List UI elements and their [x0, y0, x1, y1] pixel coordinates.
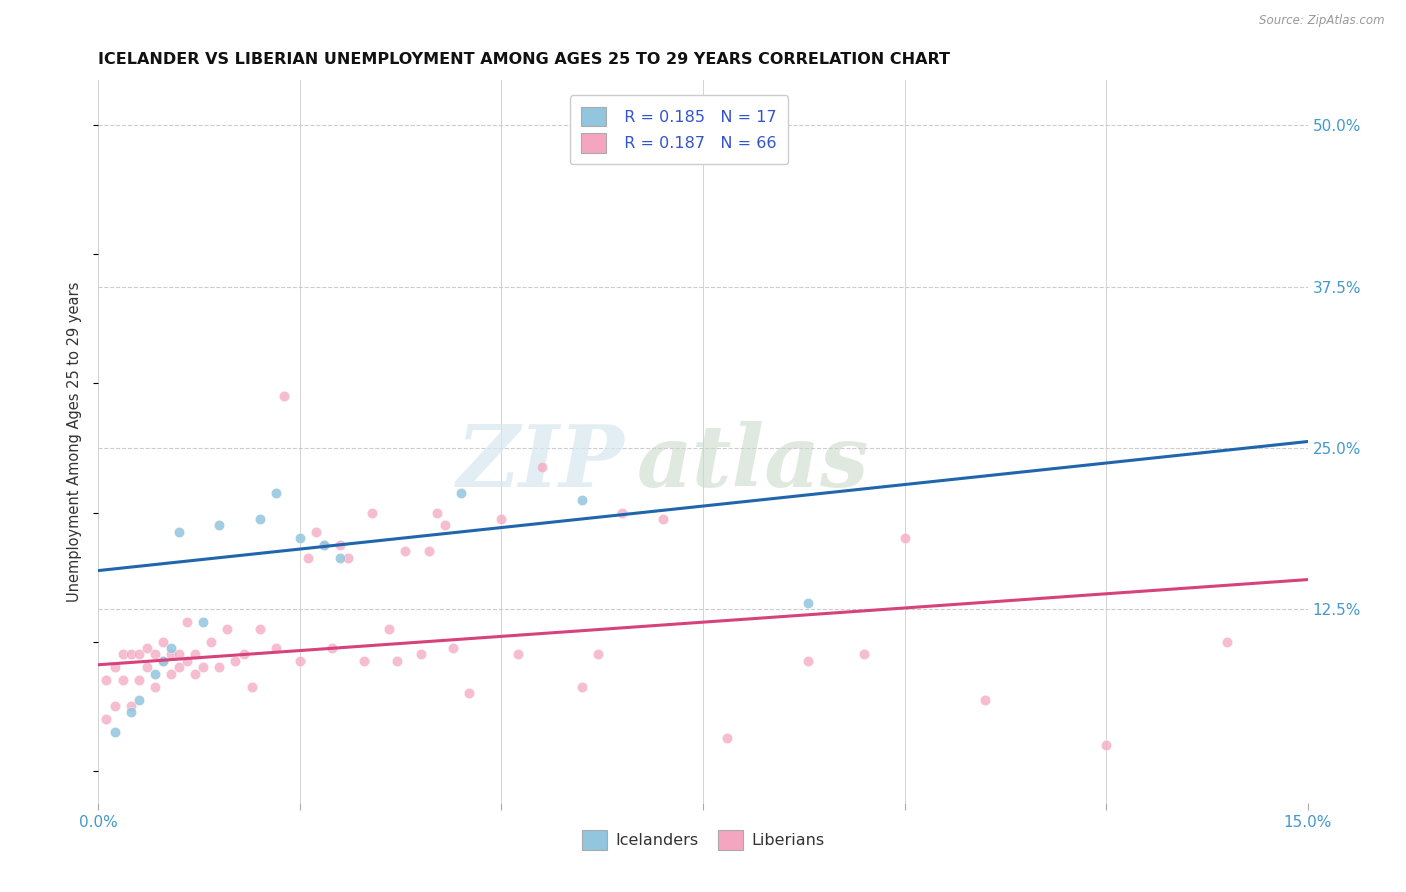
Point	[974, 692, 997, 706]
Point	[651, 512, 673, 526]
Point	[167, 648, 190, 662]
Point	[797, 596, 820, 610]
Point	[103, 699, 125, 714]
Point	[377, 622, 399, 636]
Point	[160, 640, 183, 655]
Point	[120, 648, 142, 662]
Point	[409, 648, 432, 662]
Point	[111, 648, 134, 662]
Point	[240, 680, 263, 694]
Point	[128, 648, 150, 662]
Point	[586, 648, 609, 662]
Point	[224, 654, 246, 668]
Point	[152, 634, 174, 648]
Point	[612, 506, 634, 520]
Point	[208, 518, 231, 533]
Point	[716, 731, 738, 746]
Point	[135, 640, 157, 655]
Text: Source: ZipAtlas.com: Source: ZipAtlas.com	[1260, 14, 1385, 28]
Point	[441, 640, 464, 655]
Point	[506, 648, 529, 662]
Point	[135, 660, 157, 674]
Point	[184, 666, 207, 681]
Point	[200, 634, 222, 648]
Point	[120, 706, 142, 720]
Point	[176, 654, 198, 668]
Point	[217, 622, 239, 636]
Point	[571, 680, 593, 694]
Point	[249, 622, 271, 636]
Point	[288, 654, 311, 668]
Point	[143, 648, 166, 662]
Point	[264, 640, 287, 655]
Point	[143, 666, 166, 681]
Point	[167, 524, 190, 539]
Point	[314, 538, 336, 552]
Point	[288, 531, 311, 545]
Point	[530, 460, 553, 475]
Point	[458, 686, 481, 700]
Point	[176, 615, 198, 630]
Point	[571, 492, 593, 507]
Point	[193, 660, 215, 674]
Point	[160, 666, 183, 681]
Point	[167, 660, 190, 674]
Text: ZIP: ZIP	[457, 421, 624, 505]
Point	[426, 506, 449, 520]
Point	[96, 673, 118, 688]
Point	[385, 654, 408, 668]
Point	[152, 654, 174, 668]
Point	[434, 518, 457, 533]
Point	[184, 648, 207, 662]
Point	[103, 724, 125, 739]
Point	[111, 673, 134, 688]
Point	[314, 538, 336, 552]
Point	[1216, 634, 1239, 648]
Point	[297, 550, 319, 565]
Point	[264, 486, 287, 500]
Point	[353, 654, 375, 668]
Point	[337, 550, 360, 565]
Point	[128, 692, 150, 706]
Point	[152, 654, 174, 668]
Legend: Icelanders, Liberians: Icelanders, Liberians	[575, 824, 831, 856]
Text: atlas: atlas	[637, 421, 869, 505]
Point	[103, 660, 125, 674]
Point	[797, 654, 820, 668]
Point	[450, 486, 472, 500]
Point	[160, 648, 183, 662]
Text: ICELANDER VS LIBERIAN UNEMPLOYMENT AMONG AGES 25 TO 29 YEARS CORRELATION CHART: ICELANDER VS LIBERIAN UNEMPLOYMENT AMONG…	[98, 52, 950, 67]
Point	[273, 389, 295, 403]
Point	[394, 544, 416, 558]
Point	[128, 673, 150, 688]
Point	[208, 660, 231, 674]
Point	[329, 538, 352, 552]
Y-axis label: Unemployment Among Ages 25 to 29 years: Unemployment Among Ages 25 to 29 years	[67, 281, 83, 602]
Point	[143, 680, 166, 694]
Point	[1095, 738, 1118, 752]
Point	[853, 648, 876, 662]
Point	[96, 712, 118, 726]
Point	[329, 550, 352, 565]
Point	[249, 512, 271, 526]
Point	[361, 506, 384, 520]
Point	[305, 524, 328, 539]
Point	[193, 615, 215, 630]
Point	[232, 648, 254, 662]
Point	[321, 640, 343, 655]
Point	[120, 699, 142, 714]
Point	[893, 531, 915, 545]
Point	[491, 512, 513, 526]
Point	[418, 544, 440, 558]
